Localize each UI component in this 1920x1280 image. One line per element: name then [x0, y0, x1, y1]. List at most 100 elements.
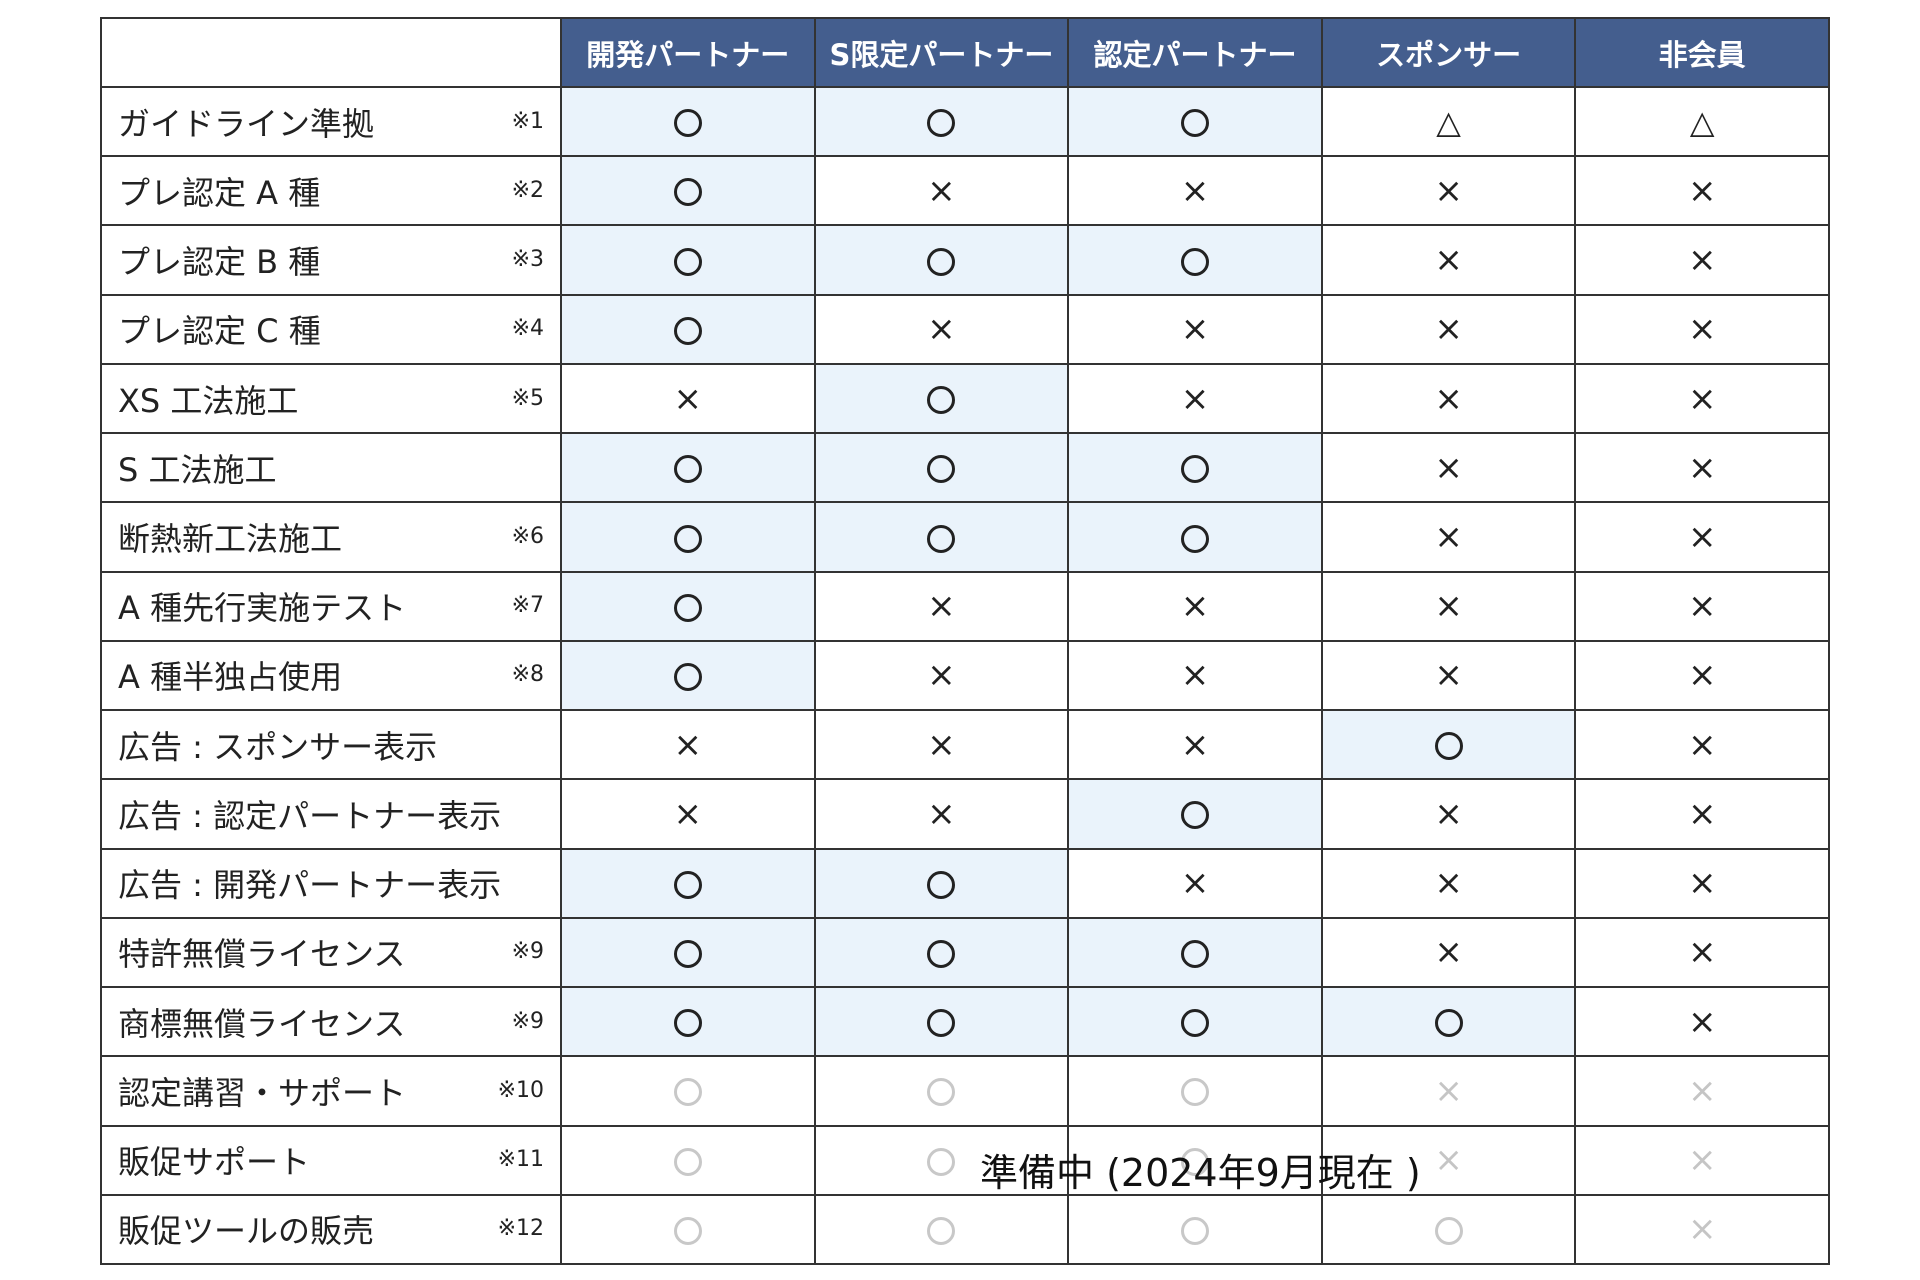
availability-cell: × [1320, 1055, 1577, 1127]
availability-cell: × [813, 709, 1070, 781]
footnote-ref: ※12 [497, 1216, 544, 1242]
row-label-cell: プレ認定 C 種 ※4 [100, 293, 562, 365]
availability-cell: × [1574, 570, 1830, 642]
column-header: 認定パートナー [1067, 17, 1323, 88]
availability-cell [813, 362, 1070, 435]
availability-cell [1320, 986, 1577, 1058]
circle-available-icon [927, 1009, 956, 1038]
cross-unavailable-icon: × [1180, 655, 1210, 696]
availability-cell: × [1067, 709, 1323, 781]
cross-unavailable-icon: × [1434, 932, 1463, 973]
availability-cell [813, 85, 1070, 158]
availability-cell: × [1574, 501, 1830, 573]
availability-cell: × [1320, 847, 1577, 919]
availability-cell [560, 1055, 816, 1127]
availability-cell [1067, 501, 1323, 573]
table-row: A 種先行実施テスト ※7 × × × × [100, 570, 1830, 642]
row-label: 広告 : 開発パートナー表示 [118, 866, 502, 905]
availability-cell: × [560, 778, 816, 850]
table-row: 販促サポート ※11 × × [100, 1124, 1830, 1196]
column-header: 非会員 [1574, 17, 1830, 88]
circle-available-icon [927, 109, 956, 138]
circle-available-icon [673, 247, 702, 276]
availability-cell: × [1574, 916, 1830, 989]
row-label: XS 工法施工 [118, 381, 299, 420]
footnote-ref: ※5 [511, 385, 544, 411]
table-row: プレ認定 A 種 ※2 × × × × [100, 155, 1830, 227]
availability-cell [1067, 1055, 1323, 1127]
cross-unavailable-icon: × [1687, 932, 1717, 973]
availability-cell: × [1574, 986, 1830, 1058]
row-label: 広告 : 認定パートナー表示 [118, 796, 502, 835]
cross-unavailable-icon: × [1687, 1070, 1717, 1111]
row-label: 特許無償ライセンス [118, 935, 406, 974]
row-label: プレ認定 C 種 [118, 312, 321, 351]
cross-unavailable-icon: × [1687, 655, 1717, 696]
row-label: 販促サポート [118, 1143, 311, 1182]
footnote-ref: ※7 [511, 593, 544, 619]
circle-available-icon [1180, 801, 1209, 830]
circle-available-icon [1180, 524, 1209, 553]
table-row: 広告 : 開発パートナー表示 × × × [100, 847, 1830, 919]
availability-cell [560, 85, 816, 158]
circle-available-icon [1180, 1009, 1209, 1038]
row-label-cell: 広告 : スポンサー表示 [100, 709, 562, 781]
circle-available-icon [1180, 939, 1209, 968]
row-label-cell: 商標無償ライセンス ※9 [100, 986, 562, 1058]
row-label: 販促ツールの販売 [118, 1212, 375, 1251]
footnote-ref: ※3 [511, 247, 544, 273]
cross-unavailable-icon: × [1687, 309, 1717, 350]
availability-cell [1067, 1193, 1323, 1266]
availability-cell: × [1574, 778, 1830, 850]
table-row: 販促ツールの販売 ※12 × [100, 1193, 1830, 1266]
header-corner-cell [100, 17, 562, 88]
circle-available-icon [673, 1009, 702, 1038]
availability-cell: × [1574, 1124, 1830, 1196]
availability-cell [560, 847, 816, 919]
availability-cell: × [1574, 432, 1830, 504]
cross-unavailable-icon: × [1434, 240, 1463, 281]
cross-unavailable-icon: × [927, 586, 956, 627]
availability-cell: × [1574, 847, 1830, 919]
cross-unavailable-icon: × [1434, 170, 1463, 211]
column-header: S限定パートナー [813, 17, 1070, 88]
column-header: スポンサー [1320, 17, 1577, 88]
circle-available-icon [1434, 732, 1463, 761]
cross-unavailable-icon: × [1434, 1140, 1463, 1181]
availability-cell [813, 501, 1070, 573]
availability-cell: △ [1320, 85, 1577, 158]
availability-cell: × [813, 155, 1070, 227]
cross-unavailable-icon: × [1434, 447, 1463, 488]
availability-cell [813, 1124, 1070, 1196]
availability-cell: × [813, 293, 1070, 365]
availability-cell [1320, 709, 1577, 781]
availability-cell: × [1320, 362, 1577, 435]
table-row: S 工法施工 × × [100, 432, 1830, 504]
circle-available-icon [1180, 1078, 1209, 1107]
cross-unavailable-icon: × [1180, 378, 1210, 419]
cross-unavailable-icon: × [927, 170, 956, 211]
availability-cell [1320, 1193, 1577, 1266]
availability-cell [560, 224, 816, 296]
circle-available-icon [673, 593, 702, 622]
table-row: 断熱新工法施工 ※6 × × [100, 501, 1830, 573]
cross-unavailable-icon: × [1434, 793, 1463, 834]
availability-cell: × [1574, 362, 1830, 435]
circle-available-icon [927, 524, 956, 553]
availability-cell: × [560, 709, 816, 781]
availability-cell [1067, 916, 1323, 989]
circle-available-icon [673, 870, 702, 899]
cross-unavailable-icon: × [1687, 586, 1717, 627]
availability-cell: × [1320, 432, 1577, 504]
row-label: 広告 : スポンサー表示 [118, 727, 438, 766]
row-label-cell: A 種半独占使用 ※8 [100, 639, 562, 712]
circle-available-icon [1180, 109, 1209, 138]
availability-cell: × [1574, 155, 1830, 227]
availability-cell [560, 570, 816, 642]
availability-cell: × [1320, 501, 1577, 573]
row-label-cell: 販促ツールの販売 ※12 [100, 1193, 562, 1266]
row-label-cell: A 種先行実施テスト ※7 [100, 570, 562, 642]
availability-cell: × [1574, 1193, 1830, 1266]
availability-cell: × [813, 639, 1070, 712]
availability-cell: × [1320, 778, 1577, 850]
